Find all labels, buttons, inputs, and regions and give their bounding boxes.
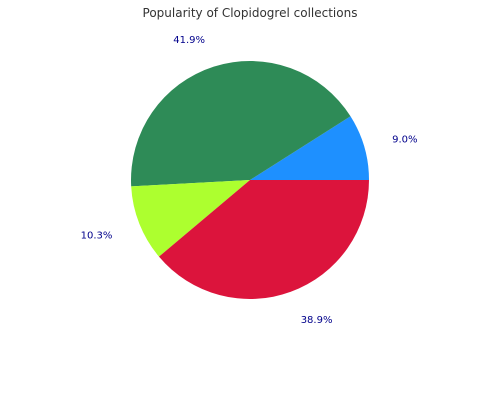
pie-slice-label-2: 10.3% [81,230,113,241]
pie-slice-label-0: 9.0% [392,135,417,146]
pie-slice-label-1: 41.9% [173,35,205,46]
pie-labels: 9.0% 41.9% 10.3% 38.9% [81,35,418,326]
pie-slice-1 [131,60,351,187]
pie-slice-3 [158,180,369,300]
chart-title: Popularity of Clopidogrel collections [142,6,358,20]
pie-slices [131,60,369,300]
pie-slice-label-3: 38.9% [301,315,333,326]
pie-slice-0 [250,116,369,180]
pie-slice-2 [131,180,250,257]
